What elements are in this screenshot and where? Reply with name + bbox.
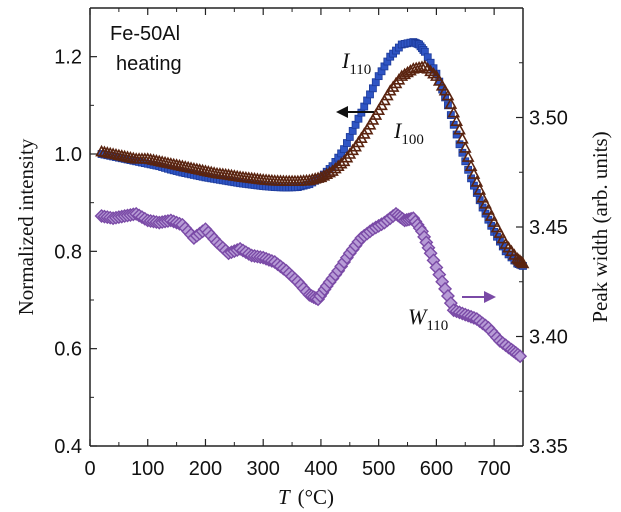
x-tick-label: 300 <box>247 458 280 480</box>
x-axis-title: T (°C) <box>278 485 334 509</box>
i100-point <box>484 209 498 221</box>
y-axis-right-title: Peak width (arb. units) <box>588 131 612 322</box>
i100-point <box>496 231 510 244</box>
i110-point <box>452 130 461 139</box>
y-left-tick-label: 0.8 <box>54 241 82 263</box>
i100-point <box>470 175 484 187</box>
x-tick-label: 700 <box>477 458 510 480</box>
x-tick-label: 200 <box>189 458 222 480</box>
i100-point <box>516 256 530 269</box>
i100-point <box>487 215 501 227</box>
i100-point <box>320 167 334 179</box>
i100-point <box>479 197 492 209</box>
i100-point <box>401 65 414 78</box>
y-left-tick-label: 1.0 <box>54 144 82 166</box>
i100-point <box>458 141 472 153</box>
i100-point <box>493 226 507 238</box>
sample-label-line2: heating <box>116 53 182 75</box>
i110-point <box>455 140 464 149</box>
right-axis-arrow-head <box>484 291 496 303</box>
left-axis-arrow <box>336 106 374 118</box>
plot-frame <box>89 7 524 447</box>
x-tick-label: 500 <box>362 458 395 480</box>
x-tick-label: 400 <box>304 458 337 480</box>
i100-point <box>450 114 463 126</box>
ticks: 0 100 200 300 400 500 600 700 0.4 0.6 0.8 1.0 1.2 3.3… <box>54 7 568 480</box>
i100-point <box>467 167 481 179</box>
i100-point <box>453 123 466 135</box>
x-tick-label: 600 <box>420 458 453 480</box>
i100-point <box>456 132 469 144</box>
series-layer <box>94 38 530 364</box>
y-right-tick-label: 3.50 <box>529 108 568 130</box>
y-left-tick-label: 1.2 <box>54 47 82 69</box>
right-axis-arrow <box>462 291 496 303</box>
sample-label-line1: Fe-50Al <box>110 23 180 45</box>
i100-point <box>317 169 331 181</box>
i100-point <box>464 159 478 171</box>
annotation-i100: I100 <box>393 118 424 148</box>
w110-point <box>513 349 528 364</box>
y-left-tick-label: 0.6 <box>54 339 82 361</box>
i100-point <box>490 220 504 233</box>
x-tick-label: 0 <box>84 458 95 480</box>
y-right-tick-label: 3.35 <box>529 436 568 458</box>
left-axis-arrow-head <box>336 106 348 118</box>
i100-point <box>395 69 409 81</box>
annotation-i110: I110 <box>341 48 371 78</box>
series-i100 <box>95 59 530 269</box>
y-right-tick-label: 3.45 <box>529 217 568 239</box>
i100-point <box>334 157 348 169</box>
y-right-tick-label: 3.40 <box>529 327 568 349</box>
i100-point <box>441 88 455 101</box>
i110-point <box>458 148 467 157</box>
y-axis-left-title: Normalized intensity <box>14 138 38 315</box>
i100-point <box>398 67 412 80</box>
i100-point <box>461 150 475 162</box>
i100-point <box>444 97 458 109</box>
i100-point <box>476 191 489 203</box>
sample-label: Fe-50Al heating <box>110 23 182 75</box>
i100-point <box>482 203 495 215</box>
annotation-w110: W110 <box>408 304 448 334</box>
i100-point <box>447 105 461 118</box>
y-left-tick-label: 0.4 <box>54 436 82 458</box>
i100-point <box>314 170 328 183</box>
i100-point <box>473 183 487 195</box>
x-tick-label: 100 <box>131 458 164 480</box>
series-w110 <box>94 206 528 364</box>
